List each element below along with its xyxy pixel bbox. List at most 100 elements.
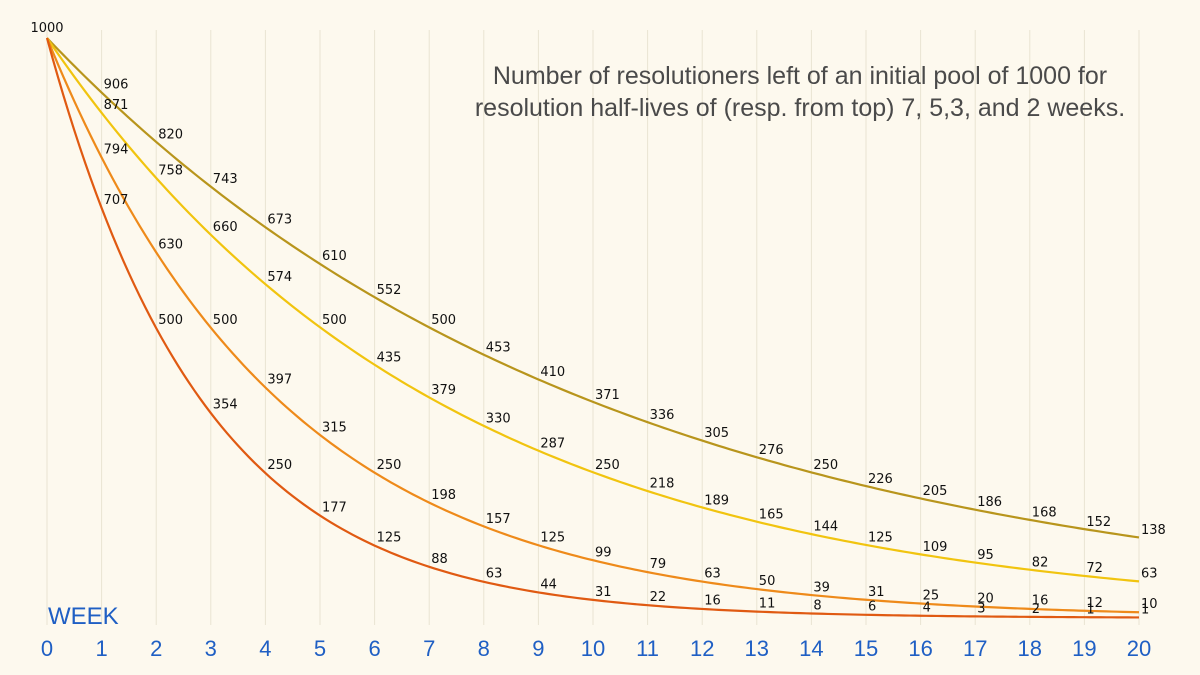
x-tick-label-13: 13 xyxy=(745,636,769,661)
data-label-s2-w7: 198 xyxy=(431,488,456,503)
data-label-s3-w10: 31 xyxy=(595,585,612,600)
x-tick-label-0: 0 xyxy=(41,636,53,661)
data-label-s1-w1: 871 xyxy=(104,98,129,113)
data-label-s0-w1: 906 xyxy=(104,78,129,93)
data-label-s3-w19: 1 xyxy=(1086,602,1094,617)
data-label-s2-w11: 79 xyxy=(650,557,667,572)
data-label-s0-w16: 205 xyxy=(923,484,948,499)
data-label-s1-w8: 330 xyxy=(486,412,511,427)
data-label-s2-w9: 125 xyxy=(540,531,565,546)
data-label-s3-w17: 3 xyxy=(977,601,985,616)
data-label-s2-w6: 250 xyxy=(377,458,402,473)
data-label-s1-w18: 82 xyxy=(1032,555,1049,570)
data-label-s2-w10: 99 xyxy=(595,546,612,561)
data-label-s1-w5: 500 xyxy=(322,313,347,328)
data-label-s2-w16: 25 xyxy=(923,589,940,604)
data-label-s2-w2: 630 xyxy=(158,238,183,253)
data-label-s0-w11: 336 xyxy=(650,408,675,423)
data-label-s1-w20: 63 xyxy=(1141,566,1158,581)
data-labels: 1000906820743673610552500453410371336305… xyxy=(30,21,1165,617)
series-curves xyxy=(45,37,1140,619)
data-label-s1-w2: 758 xyxy=(158,163,183,178)
data-label-s3-w2: 500 xyxy=(158,313,183,328)
data-label-s2-w5: 315 xyxy=(322,420,347,435)
data-label-s0-w7: 500 xyxy=(431,313,456,328)
grid-lines xyxy=(46,30,1140,625)
data-label-s2-w19: 12 xyxy=(1086,596,1103,611)
x-tick-label-15: 15 xyxy=(854,636,878,661)
data-label-s3-w20: 1 xyxy=(1141,602,1149,617)
data-label-s1-w10: 250 xyxy=(595,458,620,473)
data-label-s3-w15: 6 xyxy=(868,600,876,615)
data-label-s1-w9: 287 xyxy=(540,437,565,452)
data-label-s0-w2: 820 xyxy=(158,127,183,142)
x-tick-label-6: 6 xyxy=(368,636,380,661)
x-tick-label-8: 8 xyxy=(478,636,490,661)
data-label-s1-w16: 109 xyxy=(923,540,948,555)
series-line-2 xyxy=(45,37,1140,614)
data-label-s3-w16: 4 xyxy=(923,601,931,616)
data-label-s3-w6: 125 xyxy=(377,531,402,546)
data-label-s0-w6: 552 xyxy=(377,283,402,298)
data-label-s3-w3: 354 xyxy=(213,398,238,413)
data-label-s0-w5: 610 xyxy=(322,249,347,264)
data-label-s3-w4: 250 xyxy=(267,458,292,473)
x-tick-label-18: 18 xyxy=(1018,636,1042,661)
data-label-s3-w12: 16 xyxy=(704,594,721,609)
data-label-s3-w9: 44 xyxy=(540,577,557,592)
x-tick-label-20: 20 xyxy=(1127,636,1151,661)
x-tick-label-7: 7 xyxy=(423,636,435,661)
data-label-s0-w9: 410 xyxy=(540,365,565,380)
data-label-s3-w13: 11 xyxy=(759,597,776,612)
data-label-s3-w11: 22 xyxy=(650,590,667,605)
data-label-s0-w14: 250 xyxy=(813,458,838,473)
data-label-s3-w14: 8 xyxy=(813,598,821,613)
x-axis-label: WEEK xyxy=(48,603,119,630)
data-label-s2-w1: 794 xyxy=(104,142,129,157)
data-label-s2-w15: 31 xyxy=(868,585,885,600)
x-tick-label-19: 19 xyxy=(1072,636,1096,661)
x-tick-label-1: 1 xyxy=(95,636,107,661)
series-line-3 xyxy=(45,37,1140,619)
series-line-1 xyxy=(46,37,1140,583)
data-label-s2-w12: 63 xyxy=(704,566,721,581)
x-tick-label-2: 2 xyxy=(150,636,162,661)
x-tick-label-16: 16 xyxy=(908,636,932,661)
data-label-s1-w15: 125 xyxy=(868,531,893,546)
data-label-s2-w20: 10 xyxy=(1141,597,1158,612)
x-tick-label-10: 10 xyxy=(581,636,605,661)
x-tick-label-3: 3 xyxy=(205,636,217,661)
x-tick-label-9: 9 xyxy=(532,636,544,661)
data-label-s1-w13: 165 xyxy=(759,507,784,522)
data-label-s3-w8: 63 xyxy=(486,566,503,581)
series-line-0 xyxy=(46,37,1140,539)
data-label-s3-w5: 177 xyxy=(322,500,347,515)
data-label-s1-w12: 189 xyxy=(704,493,729,508)
x-tick-label-14: 14 xyxy=(799,636,823,661)
data-label-s2-w3: 500 xyxy=(213,313,238,328)
x-tick-label-17: 17 xyxy=(963,636,987,661)
data-label-s0-w18: 168 xyxy=(1032,506,1057,521)
data-label-s1-w14: 144 xyxy=(813,519,838,534)
data-label-s0-w10: 371 xyxy=(595,388,620,403)
x-tick-label-4: 4 xyxy=(259,636,271,661)
data-label-s1-w6: 435 xyxy=(377,351,402,366)
data-label-s2-w4: 397 xyxy=(267,373,292,388)
data-label-s1-w4: 574 xyxy=(267,270,292,285)
data-label-s0-w8: 453 xyxy=(486,340,511,355)
data-label-s0-w13: 276 xyxy=(759,443,784,458)
chart-title: Number of resolutioners left of an initi… xyxy=(474,62,1126,122)
initial-value-label: 1000 xyxy=(30,21,63,36)
data-label-s3-w18: 2 xyxy=(1032,602,1040,617)
data-label-s0-w20: 138 xyxy=(1141,523,1166,538)
x-tick-label-5: 5 xyxy=(314,636,326,661)
x-tick-label-12: 12 xyxy=(690,636,714,661)
data-label-s0-w17: 186 xyxy=(977,495,1002,510)
data-label-s1-w17: 95 xyxy=(977,548,994,563)
data-label-s2-w18: 16 xyxy=(1032,594,1049,609)
x-tick-label-11: 11 xyxy=(636,636,659,661)
data-label-s2-w13: 50 xyxy=(759,574,776,589)
data-label-s1-w19: 72 xyxy=(1086,561,1103,576)
data-label-s2-w17: 20 xyxy=(977,591,994,606)
